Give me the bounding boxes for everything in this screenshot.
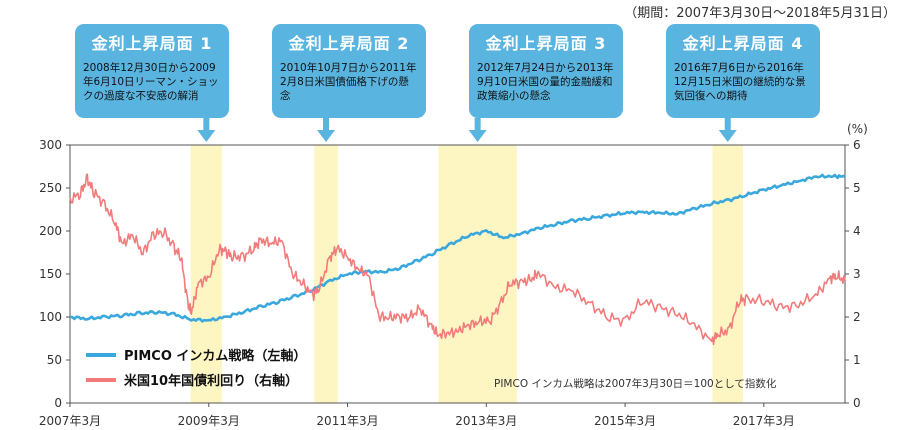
- phase-title: 金利上昇局面 2: [288, 34, 410, 53]
- phase-title: 金利上昇局面 3: [485, 34, 607, 53]
- series-line-1: [70, 173, 846, 323]
- x-tick-label: 2011年3月: [316, 414, 378, 428]
- phase-desc-panel: 2016年7月6日から2016年12月15日米国の継続的な景気回復への期待: [669, 58, 817, 114]
- phase-box-3: 金利上昇局面 3 2012年7月24日から2013年9月10日米国の量的金融緩和政…: [469, 24, 623, 118]
- left-tick-label: 50: [47, 353, 62, 367]
- series-line-2: [69, 173, 846, 346]
- axes: 0 50 100 150 200 250 300 0 1 2 3 4 5 6 (%) 2007年3月 2009年…: [39, 122, 868, 428]
- series-lines: [69, 173, 846, 346]
- x-tick-label: 2009年3月: [178, 414, 240, 428]
- phase-desc-panel: 2012年7月24日から2013年9月10日米国の量的金融緩和政策縮小の懸念: [472, 58, 620, 114]
- phase-arrow-head-2: [317, 130, 336, 142]
- phase-desc-panel: 2010年10月7日から2011年2月8日米国債価格下げの懸念: [275, 58, 423, 114]
- phase-band-1: [190, 145, 222, 403]
- right-axis-unit: (%): [847, 122, 868, 136]
- x-tick-label: 2015年3月: [594, 414, 656, 428]
- phase-box-2: 金利上昇局面 2 2010年10月7日から2011年2月8日米国債価格下げの懸念: [272, 24, 426, 118]
- phase-band-2: [314, 145, 338, 403]
- phase-description: 2010年10月7日から2011年2月8日米国債価格下げの懸念: [280, 62, 417, 102]
- left-tick-label: 0: [54, 396, 62, 410]
- right-tick-label: 4: [853, 224, 861, 238]
- phase-description: 2012年7月24日から2013年9月10日米国の量的金融緩和政策縮小の懸念: [477, 62, 614, 102]
- phase-box-1: 金利上昇局面 1 2008年12月30日から2009年6月10日リーマン・ショック…: [75, 24, 229, 118]
- phase-arrows: [197, 118, 737, 142]
- phase-band-3: [438, 145, 517, 403]
- x-tick-label: 2007年3月: [39, 414, 101, 428]
- left-tick-label: 150: [39, 267, 62, 281]
- phase-title: 金利上昇局面 1: [91, 34, 213, 53]
- right-tick-label: 2: [853, 310, 861, 324]
- phase-description: 2016年7月6日から2016年12月15日米国の継続的な景気回復への期待: [674, 62, 806, 102]
- right-tick-label: 1: [853, 353, 861, 367]
- x-tick-label: 2017年3月: [733, 414, 795, 428]
- phase-title: 金利上昇局面 4: [682, 34, 804, 53]
- phase-arrow-head-4: [718, 130, 737, 142]
- right-tick-label: 5: [853, 181, 861, 195]
- phase-band-4: [712, 145, 744, 403]
- period-note: （期間：2007年3月30日～2018年5月31日）: [624, 6, 896, 21]
- legend-label-2: 米国10年国債利回り（右軸）: [124, 373, 298, 389]
- left-tick-label: 250: [39, 181, 62, 195]
- right-tick-label: 6: [853, 138, 861, 152]
- left-tick-label: 300: [39, 138, 62, 152]
- right-tick-label: 3: [853, 267, 861, 281]
- phase-desc-panel: 2008年12月30日から2009年6月10日リーマン・ショックの過度な不安感の…: [78, 58, 226, 114]
- left-tick-label: 100: [39, 310, 62, 324]
- x-tick-label: 2013年3月: [455, 414, 517, 428]
- phase-arrow-head-3: [468, 130, 487, 142]
- left-tick-label: 200: [39, 224, 62, 238]
- phase-box-4: 金利上昇局面 4 2016年7月6日から2016年12月15日米国の継続的な景気回…: [666, 24, 820, 118]
- legend-label-1: PIMCO インカム戦略（左軸）: [124, 348, 306, 364]
- legend: PIMCO インカム戦略（左軸） 米国10年国債利回り（右軸）: [86, 348, 306, 389]
- phase-arrow-head-1: [197, 130, 216, 142]
- phase-description: 2008年12月30日から2009年6月10日リーマン・ショックの過度な不安感の…: [83, 62, 219, 102]
- right-tick-label: 0: [853, 396, 861, 410]
- phase-bands: [190, 145, 744, 403]
- index-note: PIMCO インカム戦略は2007年3月30日＝100として指数化: [494, 377, 777, 390]
